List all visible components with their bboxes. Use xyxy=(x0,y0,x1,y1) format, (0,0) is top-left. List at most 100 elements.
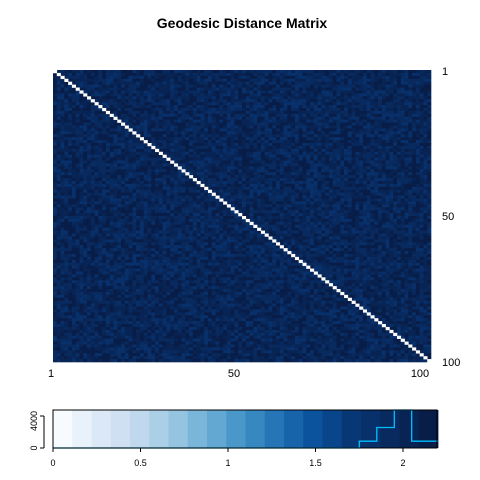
heatmap-cell xyxy=(283,131,288,135)
heatmap-cell xyxy=(347,195,352,199)
heatmap-cell xyxy=(189,166,194,170)
heatmap-cell xyxy=(147,172,152,176)
heatmap-cell xyxy=(68,213,73,217)
heatmap-cell xyxy=(291,213,296,217)
heatmap-cell xyxy=(306,183,311,188)
heatmap-cell xyxy=(351,78,356,82)
heatmap-cell xyxy=(223,169,228,173)
heatmap-cell xyxy=(298,128,303,132)
heatmap-cell xyxy=(291,113,296,118)
heatmap-cell xyxy=(370,134,375,138)
heatmap-cell xyxy=(124,87,129,91)
heatmap-cell xyxy=(223,134,228,138)
heatmap-cell xyxy=(385,84,390,88)
heatmap-cell xyxy=(381,195,386,199)
heatmap-cell xyxy=(102,110,107,115)
heatmap-cell xyxy=(355,72,360,77)
heatmap-cell xyxy=(381,192,386,196)
heatmap-cell xyxy=(189,78,194,82)
heatmap-cell xyxy=(344,75,349,80)
heatmap-cell xyxy=(230,105,235,109)
heatmap-cell xyxy=(317,195,322,199)
heatmap-cell xyxy=(71,125,76,129)
heatmap-cell xyxy=(121,116,126,120)
heatmap-cell xyxy=(249,96,254,100)
heatmap-cell xyxy=(121,154,126,158)
heatmap-cell xyxy=(381,107,386,112)
heatmap-cell xyxy=(143,207,148,211)
heatmap-cell xyxy=(419,110,424,115)
heatmap-cell xyxy=(230,128,235,132)
heatmap-cell xyxy=(287,189,292,193)
heatmap-cell xyxy=(204,81,209,85)
heatmap-cell xyxy=(90,213,95,217)
heatmap-cell xyxy=(264,90,269,94)
heatmap-cell xyxy=(83,137,88,141)
heatmap-cell xyxy=(223,178,228,182)
heatmap-cell xyxy=(260,102,265,106)
heatmap-cell xyxy=(109,195,114,199)
heatmap-cell xyxy=(155,198,160,202)
heatmap-cell xyxy=(347,213,352,217)
heatmap-cell xyxy=(404,210,409,214)
heatmap-cell xyxy=(302,154,307,158)
heatmap-cell xyxy=(381,99,386,103)
heatmap-cell xyxy=(207,183,213,188)
heatmap-cell xyxy=(291,198,296,202)
heatmap-cell xyxy=(151,116,156,120)
heatmap-cell xyxy=(177,213,182,217)
heatmap-cell xyxy=(328,163,334,167)
heatmap-cell xyxy=(400,192,405,196)
heatmap-cell xyxy=(211,122,216,126)
heatmap-cell xyxy=(408,119,413,123)
heatmap-cell xyxy=(344,207,349,211)
heatmap-cell xyxy=(242,102,247,106)
heatmap-cell xyxy=(124,84,129,88)
heatmap-cell xyxy=(359,72,364,77)
heatmap-cell xyxy=(393,160,398,164)
heatmap-cell xyxy=(215,210,220,214)
heatmap-cell xyxy=(423,84,428,88)
heatmap-cell xyxy=(264,151,269,155)
heatmap-cell xyxy=(340,175,345,179)
heatmap-cell xyxy=(408,122,413,126)
heatmap-cell xyxy=(200,102,205,106)
heatmap-cell xyxy=(56,172,61,176)
heatmap-cell xyxy=(374,128,379,132)
heatmap-cell xyxy=(166,192,171,196)
heatmap-cell xyxy=(294,186,299,191)
heatmap-cell xyxy=(223,105,228,109)
heatmap-cell xyxy=(313,70,318,74)
heatmap-cell xyxy=(336,84,341,88)
heatmap-cell xyxy=(136,160,141,164)
heatmap-cell xyxy=(128,143,133,147)
heatmap-cell xyxy=(423,186,428,191)
heatmap-cell xyxy=(276,198,281,202)
heatmap-cell xyxy=(192,160,197,164)
heatmap-cell xyxy=(374,96,379,100)
heatmap-cell xyxy=(253,134,258,138)
heatmap-cell xyxy=(132,175,137,179)
heatmap-cell xyxy=(412,90,417,94)
heatmap-cell xyxy=(117,195,122,199)
heatmap-cell xyxy=(155,102,160,106)
heatmap-cell xyxy=(400,175,405,179)
heatmap-cell xyxy=(189,172,194,176)
heatmap-cell xyxy=(404,143,409,147)
heatmap-cell xyxy=(404,157,409,161)
heatmap-cell xyxy=(83,145,88,150)
heatmap-cell xyxy=(242,201,247,205)
heatmap-cell xyxy=(264,154,269,158)
heatmap-cell xyxy=(238,145,243,150)
heatmap-cell xyxy=(56,145,61,150)
heatmap-cell xyxy=(105,160,110,164)
heatmap-cell xyxy=(132,163,137,167)
heatmap-cell xyxy=(192,157,197,161)
heatmap-cell xyxy=(113,107,118,112)
heatmap-cell xyxy=(321,143,326,147)
heatmap-cell xyxy=(132,145,137,150)
heatmap-cell xyxy=(215,151,220,155)
heatmap-cell xyxy=(90,195,95,199)
heatmap-cell xyxy=(325,172,330,176)
heatmap-cell xyxy=(249,148,254,153)
